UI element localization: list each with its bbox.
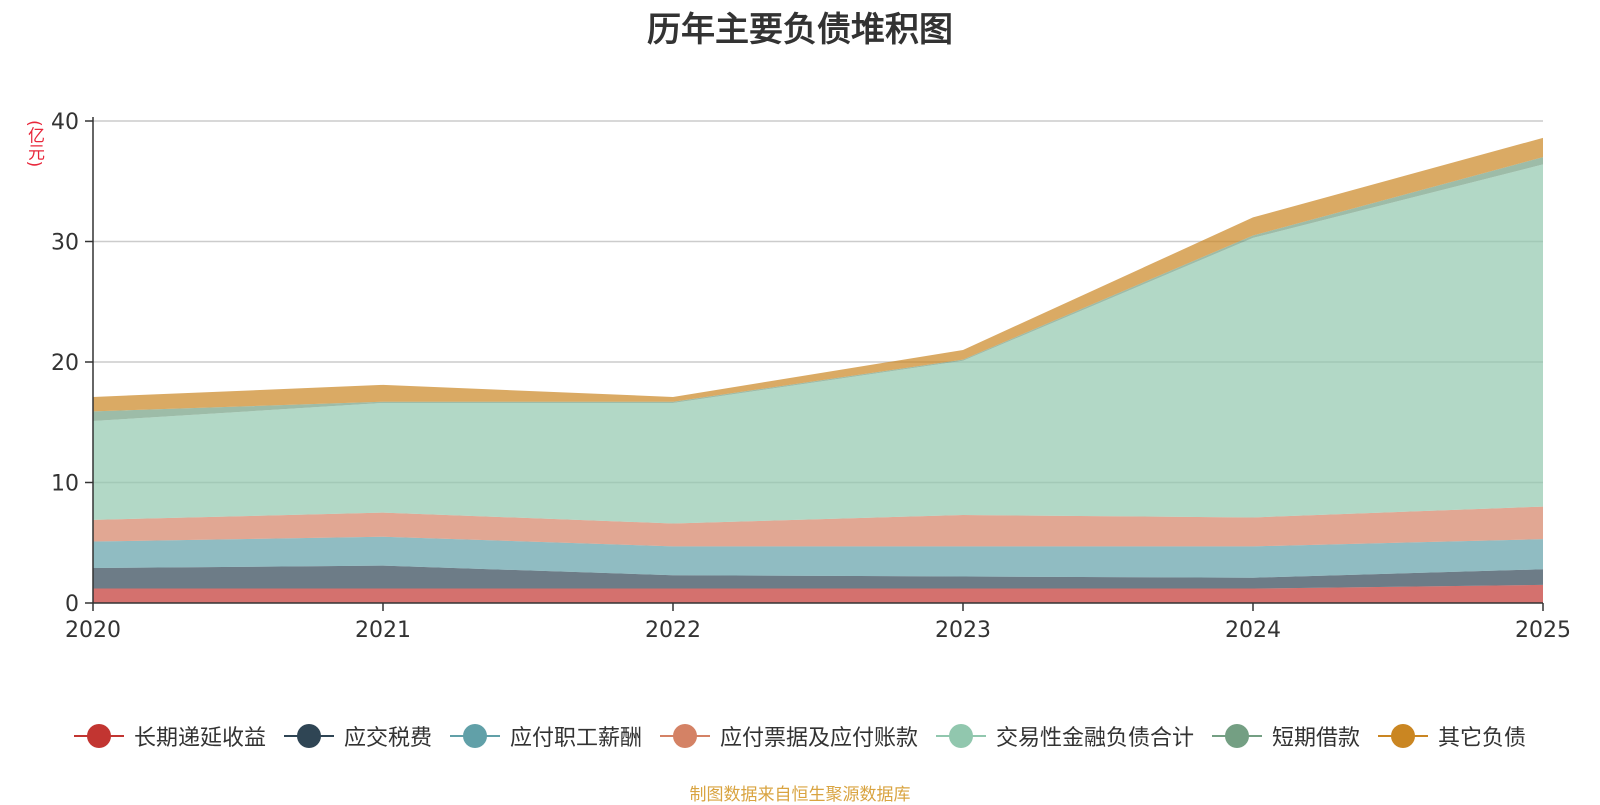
legend-item[interactable]: 长期递延收益: [73, 720, 266, 752]
area-series: [93, 137, 1543, 603]
legend-marker-icon: [73, 723, 124, 749]
y-tick-label: 0: [65, 592, 79, 617]
y-tick-label: 40: [51, 110, 79, 135]
area-series-3: [93, 506, 1543, 547]
legend-item[interactable]: 应交税费: [283, 720, 432, 752]
legend-item[interactable]: 应付票据及应付账款: [659, 720, 918, 752]
legend-item[interactable]: 其它负债: [1378, 720, 1526, 752]
source-note: 制图数据来自恒生聚源数据库: [689, 785, 911, 805]
legend-item[interactable]: 短期借款: [1212, 720, 1360, 752]
y-tick-label: 10: [51, 472, 79, 497]
area-series-1: [93, 565, 1543, 589]
legend-label: 应交税费: [343, 726, 432, 751]
tick-labels: 0 10 20 30 40 2020 2021 2022 2023 2024 2025: [51, 110, 1571, 643]
legend-label: 其它负债: [1438, 726, 1527, 751]
legend-marker-icon: [659, 723, 710, 749]
legend-label: 应付职工薪酬: [509, 726, 642, 751]
x-tick-label: 2023: [935, 618, 991, 643]
area-series-4: [93, 164, 1543, 524]
legend-label: 长期递延收益: [133, 726, 266, 751]
legend-marker-icon: [1378, 723, 1429, 749]
legend-label: 交易性金融负债合计: [996, 726, 1195, 751]
x-tick-label: 2024: [1225, 618, 1281, 643]
legend-marker-icon: [936, 723, 986, 749]
x-tick-label: 2025: [1515, 618, 1571, 643]
y-axis-unit-label: (亿元): [24, 120, 44, 168]
x-tick-label: 2022: [645, 618, 701, 643]
axes: [85, 117, 1544, 611]
legend-item[interactable]: 交易性金融负债合计: [936, 720, 1194, 752]
legend: 长期递延收益 应交税费 应付职工薪酬 应付票据及应付账款 交易性金融负债合计 短期借款 其它…: [0, 718, 1600, 754]
chart-title: 历年主要负债堆积图: [647, 10, 953, 50]
area-series-0: [93, 584, 1543, 603]
stacked-area-chart: 0 10 20 30 40 2020 2021 2022 2023 2024 2025: [51, 110, 1571, 643]
legend-marker-icon: [449, 723, 500, 749]
x-tick-label: 2021: [355, 618, 411, 643]
y-tick-label: 20: [51, 351, 79, 376]
x-tick-label: 2020: [65, 618, 121, 643]
legend-label: 短期借款: [1272, 726, 1361, 751]
legend-marker-icon: [1212, 723, 1263, 749]
legend-label: 应付票据及应付账款: [719, 726, 918, 751]
area-series-2: [93, 536, 1543, 578]
legend-item[interactable]: 应付职工薪酬: [449, 720, 642, 752]
y-tick-label: 30: [51, 231, 79, 256]
legend-marker-icon: [283, 723, 334, 749]
